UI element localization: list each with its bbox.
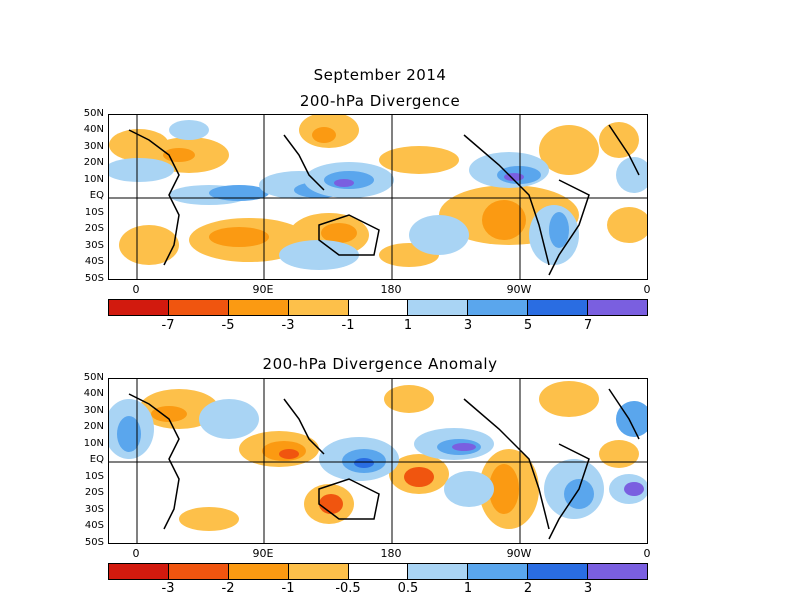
- panel-title-divergence: 200-hPa Divergence: [299, 92, 461, 110]
- colorbar-label: -2: [221, 581, 235, 596]
- colorbar-swatch: [109, 564, 169, 579]
- colorbar-swatch: [228, 564, 289, 579]
- divergence-map: [108, 114, 648, 280]
- colorbar-swatch: [228, 300, 289, 315]
- colorbar-swatch: [348, 564, 409, 579]
- lat-label: 40N: [83, 124, 104, 135]
- colorbar-swatch: [288, 564, 349, 579]
- lat-label: 40S: [84, 256, 104, 267]
- colorbar-label: 5: [523, 318, 533, 333]
- colorbar-swatch: [288, 300, 349, 315]
- colorbar-label: -0.5: [335, 581, 361, 596]
- colorbar-label: -1: [341, 318, 355, 333]
- lat-label: 50S: [84, 273, 104, 284]
- colorbar-swatch: [528, 564, 589, 579]
- lat-label: 30N: [83, 405, 104, 416]
- lat-label: 50S: [84, 537, 104, 548]
- lat-label: 10S: [84, 207, 104, 218]
- lat-label: 20S: [84, 223, 104, 234]
- lat-label: 50N: [83, 372, 104, 383]
- colorbar-swatch: [168, 564, 229, 579]
- lat-label: 30S: [84, 240, 104, 251]
- colorbar-swatch: [348, 300, 409, 315]
- colorbar-swatch: [528, 300, 589, 315]
- divergence-field: [109, 115, 647, 279]
- colorbar-label: 2: [523, 581, 533, 596]
- lat-label: 20N: [83, 421, 104, 432]
- colorbar-label: -7: [161, 318, 175, 333]
- divergence-anomaly-map: [108, 378, 648, 544]
- colorbar-label: 3: [583, 581, 593, 596]
- lat-label: 50N: [83, 108, 104, 119]
- colorbar-divergence: [108, 299, 648, 316]
- divergence-anomaly-field: [109, 379, 647, 543]
- panel-title-divergence-anomaly: 200-hPa Divergence Anomaly: [262, 355, 498, 373]
- lon-label: 180: [380, 547, 402, 560]
- colorbar-label: 0.5: [397, 581, 419, 596]
- lat-label: 40N: [83, 388, 104, 399]
- lat-label: 10N: [83, 438, 104, 449]
- colorbar-label: -3: [161, 581, 175, 596]
- lat-label: 10N: [83, 174, 104, 185]
- lat-label: 30N: [83, 141, 104, 152]
- lat-label: 20S: [84, 487, 104, 498]
- colorbar-swatch: [109, 300, 169, 315]
- lon-label: 90E: [252, 283, 274, 296]
- colorbar-label: -1: [281, 581, 295, 596]
- lat-label: 40S: [84, 520, 104, 531]
- lon-label: 0: [132, 547, 140, 560]
- lon-label: 90W: [506, 547, 532, 560]
- colorbar-divergence-anomaly: [108, 563, 648, 580]
- lon-label: 0: [132, 283, 140, 296]
- lat-label: 30S: [84, 504, 104, 515]
- colorbar-swatch: [468, 300, 529, 315]
- lat-label: 20N: [83, 157, 104, 168]
- lon-label: 0: [643, 283, 651, 296]
- colorbar-swatch: [588, 564, 648, 579]
- lon-label: 90E: [252, 547, 274, 560]
- lat-label: EQ: [89, 454, 104, 465]
- lon-label: 90W: [506, 283, 532, 296]
- lat-label: EQ: [89, 190, 104, 201]
- lat-label: 10S: [84, 471, 104, 482]
- lon-label: 180: [380, 283, 402, 296]
- colorbar-swatch: [588, 300, 648, 315]
- colorbar-swatch: [468, 564, 529, 579]
- colorbar-swatch: [168, 300, 229, 315]
- colorbar-label: -5: [221, 318, 235, 333]
- colorbar-label: -3: [281, 318, 295, 333]
- colorbar-swatch: [408, 564, 469, 579]
- colorbar-label: 7: [583, 318, 593, 333]
- colorbar-label: 3: [463, 318, 473, 333]
- colorbar-swatch: [408, 300, 469, 315]
- lon-label: 0: [643, 547, 651, 560]
- colorbar-label: 1: [463, 581, 473, 596]
- figure-title: September 2014: [313, 66, 447, 84]
- colorbar-label: 1: [403, 318, 413, 333]
